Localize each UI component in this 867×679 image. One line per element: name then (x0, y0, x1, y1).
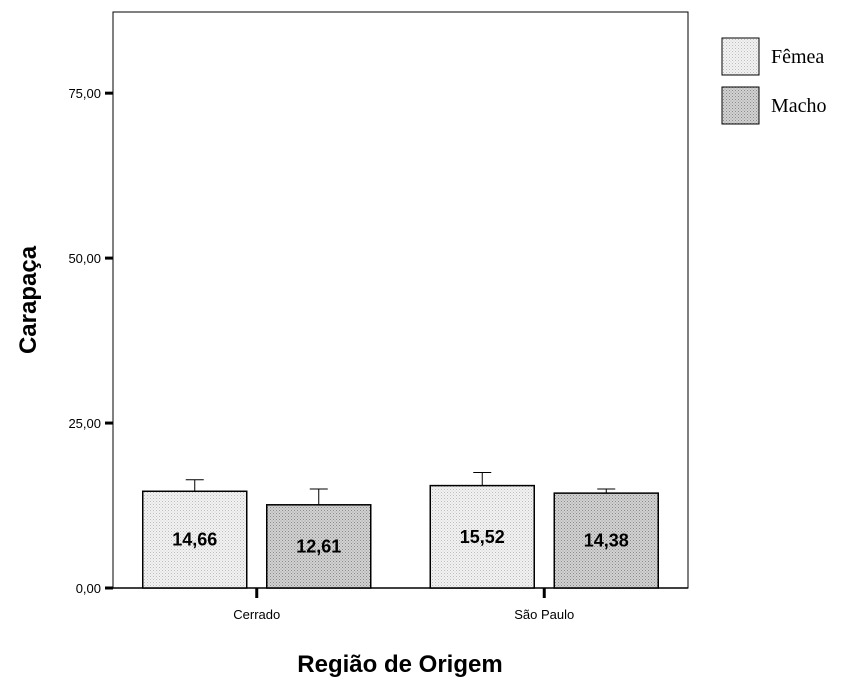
bar (142, 490, 248, 589)
x-axis-title: Região de Origem (297, 651, 502, 678)
y-tick-label: 50,00 (68, 251, 101, 266)
y-axis-title: Carapaça (15, 245, 42, 354)
bar (429, 484, 535, 589)
bar-value-label: 12,61 (296, 536, 341, 556)
legend-label: Fêmea (771, 46, 824, 68)
x-tick-label: São Paulo (514, 607, 574, 622)
legend: Fêmea Macho (721, 37, 827, 125)
y-tick-label: 25,00 (68, 416, 101, 431)
legend-swatch (721, 37, 760, 76)
x-axis: Cerrado São Paulo (113, 587, 688, 622)
bar-value-label: 14,38 (584, 531, 629, 551)
bar-value-label: 14,66 (172, 530, 217, 550)
bar-value-label: 15,52 (460, 527, 505, 547)
x-tick-label: Cerrado (233, 607, 280, 622)
legend-swatch (721, 86, 760, 125)
bar (266, 504, 372, 589)
y-tick-label: 75,00 (68, 86, 101, 101)
legend-label: Macho (771, 95, 827, 117)
bar (553, 492, 659, 589)
y-tick-label: 0,00 (76, 581, 101, 596)
bars: 14,66 12,61 15,52 14,38 (142, 472, 659, 589)
y-axis: 0,00 25,00 50,00 75,00 (68, 86, 113, 596)
